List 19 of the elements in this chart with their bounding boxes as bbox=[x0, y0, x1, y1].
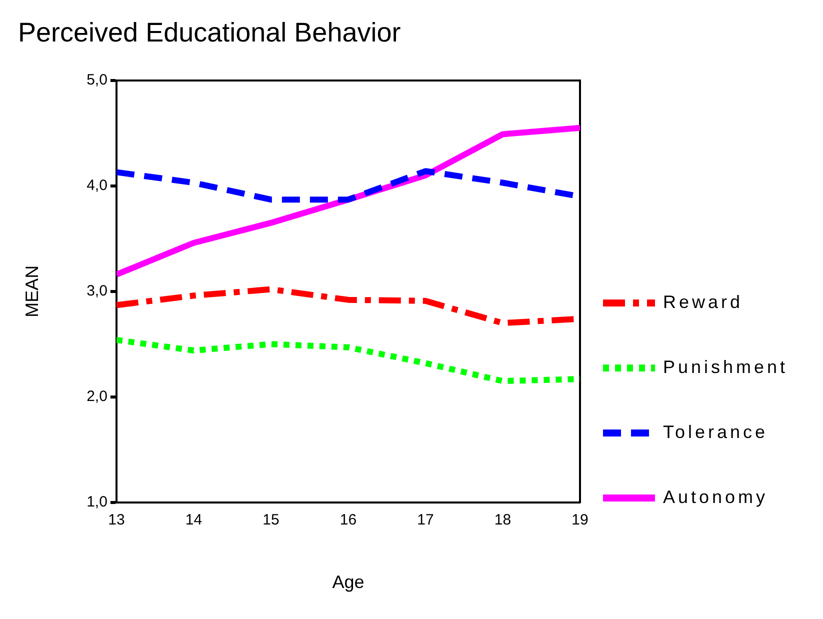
legend-label: Reward bbox=[663, 292, 744, 313]
y-tick-label: 4,0 bbox=[86, 177, 108, 194]
legend-label: Autonomy bbox=[663, 487, 768, 508]
x-tick-label: 17 bbox=[417, 512, 434, 529]
legend-label: Punishment bbox=[663, 357, 788, 378]
y-axis-title: MEAN bbox=[22, 265, 42, 318]
y-tick-label: 5,0 bbox=[86, 72, 108, 89]
legend-label: Tolerance bbox=[663, 422, 768, 443]
y-tick-label: 1,0 bbox=[86, 494, 108, 511]
y-tick-label: 3,0 bbox=[86, 282, 108, 300]
x-tick-label: 18 bbox=[494, 512, 512, 529]
x-axis-title: Age bbox=[332, 572, 364, 592]
x-tick-label: 19 bbox=[572, 512, 588, 529]
x-tick-label: 15 bbox=[262, 512, 280, 529]
x-tick-label: 16 bbox=[340, 512, 357, 529]
chart-title: Perceived Educational Behavior bbox=[18, 18, 401, 48]
y-tick-label: 2,0 bbox=[86, 388, 108, 406]
x-tick-label: 13 bbox=[108, 512, 125, 529]
x-tick-label: 14 bbox=[185, 512, 202, 529]
